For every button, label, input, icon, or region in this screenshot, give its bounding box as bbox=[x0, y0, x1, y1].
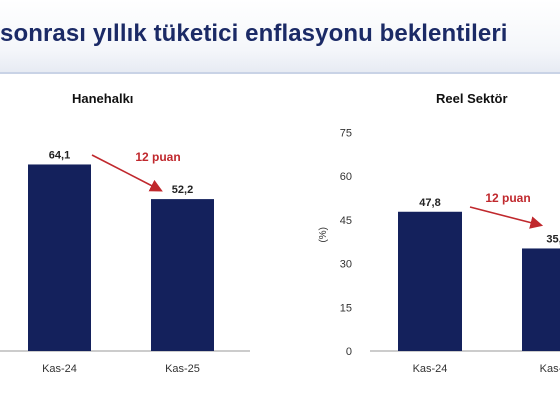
ytick-label: 60 bbox=[340, 171, 352, 183]
ytick-label: 30 bbox=[340, 259, 352, 271]
slide-title: sonrası yıllık tüketici enflasyonu bekle… bbox=[0, 20, 508, 47]
data-label: 47,8 bbox=[419, 197, 440, 209]
change-arrow bbox=[91, 154, 163, 192]
ytick-label: 45 bbox=[340, 215, 352, 227]
category-label: Kas-2 bbox=[540, 363, 560, 375]
bar bbox=[151, 199, 214, 351]
data-label: 52,2 bbox=[172, 184, 193, 196]
change-arrow bbox=[469, 206, 544, 229]
slide-header: sonrası yıllık tüketici enflasyonu bekle… bbox=[0, 0, 560, 74]
category-label: Kas-24 bbox=[413, 363, 448, 375]
chart-title-hanehalki: Hanehalkı bbox=[72, 91, 134, 106]
data-label: 64,1 bbox=[49, 149, 70, 161]
data-label: 35, bbox=[546, 233, 560, 245]
chart-title-reel-sektor: Reel Sektör bbox=[436, 91, 508, 106]
ytick-label: 0 bbox=[346, 346, 352, 358]
ytick-label: 75 bbox=[340, 128, 352, 140]
bar bbox=[522, 248, 560, 351]
category-label: Kas-24 bbox=[42, 363, 77, 375]
bar bbox=[398, 211, 462, 351]
ytick-label: 15 bbox=[340, 302, 352, 314]
category-label: Kas-25 bbox=[165, 363, 200, 375]
y-axis-label: (%) bbox=[318, 227, 329, 243]
change-annotation: 12 puan bbox=[135, 150, 180, 164]
bar bbox=[28, 164, 91, 351]
change-annotation: 12 puan bbox=[485, 191, 530, 205]
